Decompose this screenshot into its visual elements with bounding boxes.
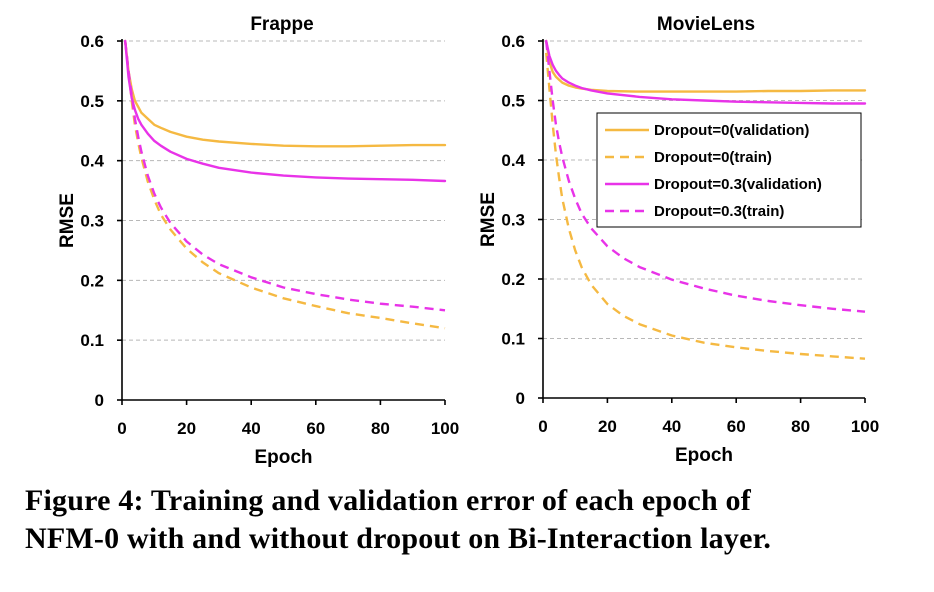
caption-line-2: NFM-0 with and without dropout on Bi-Int… <box>25 522 772 555</box>
series-line-2 <box>545 39 867 105</box>
legend: Dropout=0(validation) Dropout=0(train) Dro… <box>596 112 862 228</box>
x-tick-label-2: 40 <box>662 417 681 436</box>
x-tick-label-4: 80 <box>371 419 390 438</box>
panel-title: Frappe <box>250 14 313 35</box>
x-tick-label-2: 40 <box>242 419 261 438</box>
legend-label-1: Dropout=0(train) <box>654 149 772 166</box>
y-tick-label-3: 0.3 <box>80 212 104 231</box>
panel-0: 0 0.1 0.2 0.3 0.4 0.5 0.6 0 20 40 60 80 100 Frappe Epo… <box>57 14 459 468</box>
legend-label-0: Dropout=0(validation) <box>654 122 809 139</box>
series-line-3 <box>124 40 446 312</box>
x-tick-label-0: 0 <box>538 417 547 436</box>
x-tick-label-4: 80 <box>791 417 810 436</box>
series-line-2 <box>123 39 447 183</box>
y-tick-label-5: 0.5 <box>80 92 104 111</box>
x-tick-label-3: 60 <box>306 419 325 438</box>
y-tick-label-4: 0.4 <box>80 152 104 171</box>
y-tick-label-5: 0.5 <box>501 92 525 111</box>
series-line-1 <box>545 52 866 360</box>
figure-canvas: 0 0.1 0.2 0.3 0.4 0.5 0.6 0 20 40 60 80 100 Frappe Epo… <box>57 14 879 468</box>
x-tick-label-5: 100 <box>851 417 879 436</box>
panel-title: MovieLens <box>657 14 755 35</box>
y-tick-label-0: 0 <box>95 391 104 410</box>
legend-label-3: Dropout=0.3(train) <box>654 203 784 220</box>
series-line-0 <box>545 39 867 93</box>
series-line-1 <box>124 40 446 330</box>
y-tick-label-4: 0.4 <box>501 151 525 170</box>
y-tick-label-2: 0.2 <box>501 270 525 289</box>
x-axis-label: Epoch <box>675 445 733 466</box>
x-tick-label-1: 20 <box>177 419 196 438</box>
y-tick-label-2: 0.2 <box>80 271 104 290</box>
caption-line-1: Figure 4: Training and validation error … <box>25 484 751 517</box>
y-tick-label-6: 0.6 <box>501 32 525 51</box>
x-axis-label: Epoch <box>254 447 312 468</box>
y-axis-label: RMSE <box>57 193 78 248</box>
x-tick-label-0: 0 <box>117 419 126 438</box>
series-line-0 <box>123 39 447 148</box>
y-tick-label-0: 0 <box>516 389 525 408</box>
y-tick-label-1: 0.1 <box>501 330 525 349</box>
legend-box <box>596 112 862 228</box>
panel-1: 0 0.1 0.2 0.3 0.4 0.5 0.6 0 20 40 60 80 100 MovieLens… <box>478 14 879 466</box>
y-tick-label-1: 0.1 <box>80 331 104 350</box>
legend-label-2: Dropout=0.3(validation) <box>654 176 822 193</box>
x-tick-label-3: 60 <box>727 417 746 436</box>
y-axis-label: RMSE <box>478 192 499 247</box>
figure-caption: Figure 4: Training and validation error … <box>25 482 925 558</box>
x-tick-label-5: 100 <box>431 419 459 438</box>
y-tick-label-6: 0.6 <box>80 32 104 51</box>
y-tick-label-3: 0.3 <box>501 211 525 230</box>
x-tick-label-1: 20 <box>598 417 617 436</box>
